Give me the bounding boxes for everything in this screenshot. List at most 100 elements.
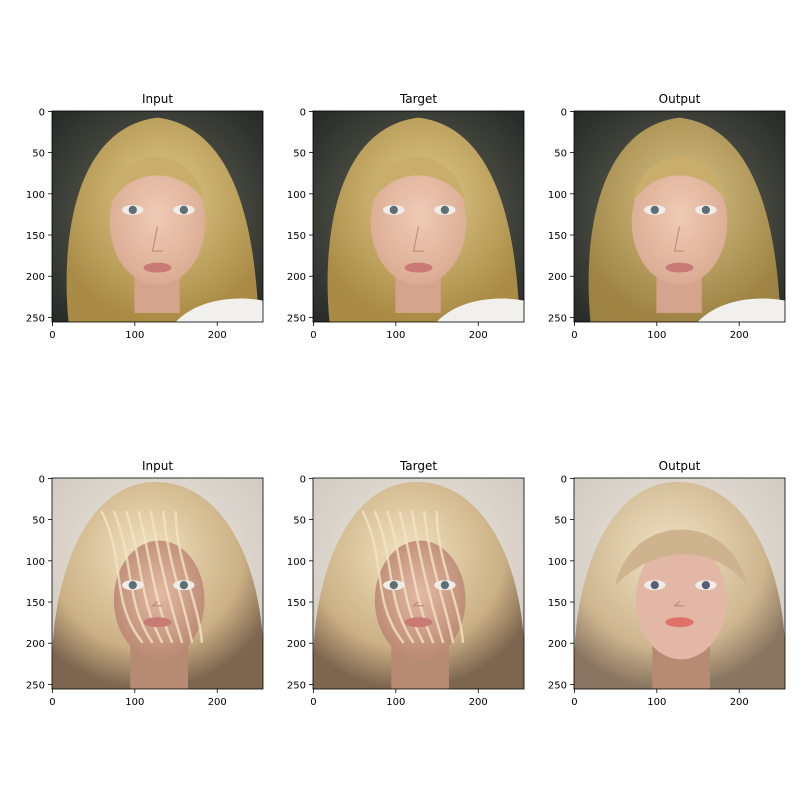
x-tick-label: 200 xyxy=(730,330,749,341)
hair-strand xyxy=(410,510,445,644)
y-tick-label: 0 xyxy=(561,107,567,118)
axes-frame xyxy=(573,110,786,323)
y-tick-label: 50 xyxy=(554,516,567,527)
hair-strand xyxy=(398,510,435,644)
panel-input-1: Input 0 100 200 0 50 100 150 200 250 xyxy=(26,92,264,341)
portrait-image xyxy=(52,478,263,689)
bangs-shape xyxy=(615,529,748,586)
face-shape xyxy=(370,159,467,285)
hair-strand xyxy=(373,510,415,644)
y-tick-label: 50 xyxy=(293,149,306,160)
panel-title: Input xyxy=(142,459,173,473)
y-tick-label: 250 xyxy=(548,313,567,324)
hair-strand xyxy=(125,510,164,644)
x-tick-label: 100 xyxy=(647,330,666,341)
panel-title: Target xyxy=(399,92,437,106)
portrait-image xyxy=(313,111,524,322)
right-iris xyxy=(440,581,449,590)
lips-shape xyxy=(143,617,172,628)
right-iris xyxy=(179,581,188,590)
y-tick-label: 150 xyxy=(548,598,567,609)
y-tick-label: 200 xyxy=(548,639,567,650)
nose-shape xyxy=(672,601,685,607)
x-tick-label: 0 xyxy=(49,330,55,341)
hair-strand xyxy=(361,510,405,644)
y-tick-label: 250 xyxy=(287,680,306,691)
y-tick-label: 100 xyxy=(287,190,306,201)
bangs-shape xyxy=(633,156,727,202)
left-iris xyxy=(650,205,659,215)
x-tick-label: 200 xyxy=(208,330,227,341)
y-tick-label: 50 xyxy=(32,516,45,527)
portrait-image xyxy=(574,478,785,689)
x-tick-label: 0 xyxy=(310,330,316,341)
lips-shape xyxy=(404,262,433,273)
y-tick-label: 150 xyxy=(26,231,45,242)
bangs-shape xyxy=(111,156,205,202)
y-tick-label: 0 xyxy=(39,107,45,118)
portrait-image xyxy=(313,478,524,689)
x-tick-label: 100 xyxy=(386,330,405,341)
face-shape xyxy=(109,159,206,285)
y-tick-label: 150 xyxy=(548,231,567,242)
x-tick-label: 100 xyxy=(386,697,405,708)
axes-frame xyxy=(51,477,264,690)
nose-shape xyxy=(151,226,163,252)
y-tick-label: 100 xyxy=(548,557,567,568)
panel-output-1: Output 0 100 200 0 50 100 150 200 250 xyxy=(548,92,786,341)
panel-target-1: Target 0 100 200 0 50 100 150 200 250 xyxy=(287,92,525,341)
y-tick-label: 250 xyxy=(287,313,306,324)
panel-target-2: Target 0 100 200 0 50 100 150 200 250 xyxy=(287,459,525,708)
y-tick-label: 100 xyxy=(26,190,45,201)
left-iris xyxy=(389,581,398,590)
y-tick-label: 250 xyxy=(548,680,567,691)
x-tick-label: 0 xyxy=(571,697,577,708)
portrait-image xyxy=(52,111,263,322)
y-tick-label: 150 xyxy=(287,598,306,609)
y-tick-label: 200 xyxy=(26,639,45,650)
right-iris xyxy=(701,581,710,590)
lips-shape xyxy=(143,262,172,273)
x-tick-label: 0 xyxy=(571,330,577,341)
x-tick-label: 200 xyxy=(469,697,488,708)
y-tick-label: 0 xyxy=(39,474,45,485)
hair-strand xyxy=(162,510,194,644)
right-iris xyxy=(440,205,449,215)
left-iris xyxy=(128,581,137,590)
face-shape xyxy=(635,540,727,660)
hair-strand xyxy=(386,510,425,644)
x-tick-label: 200 xyxy=(730,697,749,708)
y-tick-label: 200 xyxy=(548,272,567,283)
y-tick-label: 50 xyxy=(32,149,45,160)
panel-input-2: Input 0 100 200 0 50 100 150 200 250 xyxy=(26,459,264,708)
panel-title: Target xyxy=(399,459,437,473)
nose-shape xyxy=(673,226,685,252)
hair-strand xyxy=(174,510,204,643)
right-iris xyxy=(179,205,188,215)
x-tick-label: 200 xyxy=(208,697,227,708)
left-iris xyxy=(650,581,659,590)
bangs-shape xyxy=(372,156,466,202)
axes-frame xyxy=(573,477,786,690)
y-tick-label: 100 xyxy=(287,557,306,568)
x-tick-label: 0 xyxy=(310,697,316,708)
x-tick-label: 100 xyxy=(125,330,144,341)
y-tick-label: 0 xyxy=(561,474,567,485)
hair-strand xyxy=(100,510,144,644)
shirt-shape xyxy=(175,298,263,322)
lips-shape xyxy=(404,617,433,628)
hair-strand xyxy=(137,510,174,644)
y-tick-label: 100 xyxy=(548,190,567,201)
shirt-shape xyxy=(697,298,785,322)
y-tick-label: 200 xyxy=(287,639,306,650)
lips-shape xyxy=(665,617,694,628)
hair-strand xyxy=(435,510,465,643)
lips-shape xyxy=(665,262,694,273)
y-tick-label: 0 xyxy=(300,107,306,118)
axes-frame xyxy=(51,110,264,323)
hair-strand xyxy=(149,510,184,644)
right-iris xyxy=(701,205,710,215)
x-tick-label: 0 xyxy=(49,697,55,708)
y-tick-label: 150 xyxy=(287,231,306,242)
